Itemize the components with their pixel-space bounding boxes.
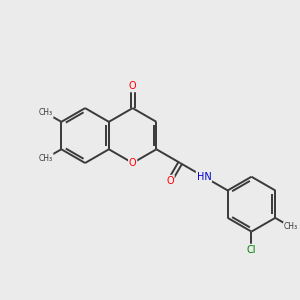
Text: CH₃: CH₃ <box>284 222 298 231</box>
Text: O: O <box>166 176 174 185</box>
Text: O: O <box>129 158 136 168</box>
Text: HN: HN <box>196 172 211 182</box>
Text: O: O <box>129 82 136 92</box>
Text: CH₃: CH₃ <box>39 108 53 117</box>
Text: CH₃: CH₃ <box>39 154 53 163</box>
Text: Cl: Cl <box>247 244 256 254</box>
